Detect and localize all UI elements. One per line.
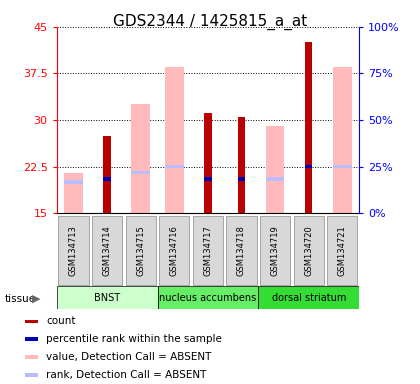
FancyBboxPatch shape	[126, 217, 156, 285]
Bar	[25, 355, 38, 359]
FancyBboxPatch shape	[327, 217, 357, 285]
Bar	[25, 373, 38, 377]
Bar	[204, 113, 212, 213]
Text: count: count	[46, 316, 76, 326]
FancyBboxPatch shape	[92, 217, 122, 285]
Text: ▶: ▶	[32, 294, 40, 304]
Bar	[333, 67, 352, 213]
Bar	[131, 104, 150, 213]
Bar	[204, 177, 212, 181]
Bar	[64, 180, 83, 184]
Bar	[165, 67, 184, 213]
FancyBboxPatch shape	[159, 217, 189, 285]
FancyBboxPatch shape	[258, 286, 359, 309]
FancyBboxPatch shape	[294, 217, 324, 285]
Bar	[238, 177, 245, 181]
Text: GSM134716: GSM134716	[170, 225, 179, 276]
Text: dorsal striatum: dorsal striatum	[271, 293, 346, 303]
Bar	[305, 42, 312, 213]
Bar	[238, 117, 245, 213]
Text: GSM134719: GSM134719	[270, 225, 280, 276]
Text: value, Detection Call = ABSENT: value, Detection Call = ABSENT	[46, 352, 212, 362]
Text: GSM134718: GSM134718	[237, 225, 246, 276]
Text: GSM134717: GSM134717	[203, 225, 213, 276]
FancyBboxPatch shape	[58, 217, 89, 285]
FancyBboxPatch shape	[57, 286, 158, 309]
Text: tissue: tissue	[4, 294, 35, 304]
Text: GSM134720: GSM134720	[304, 225, 313, 276]
Text: BNST: BNST	[94, 293, 120, 303]
FancyBboxPatch shape	[193, 217, 223, 285]
Text: GSM134713: GSM134713	[69, 225, 78, 276]
Text: GSM134714: GSM134714	[102, 225, 112, 276]
Bar	[165, 165, 184, 168]
Text: GDS2344 / 1425815_a_at: GDS2344 / 1425815_a_at	[113, 13, 307, 30]
Text: nucleus accumbens: nucleus accumbens	[159, 293, 257, 303]
Bar	[103, 177, 111, 181]
FancyBboxPatch shape	[158, 286, 258, 309]
Bar	[25, 319, 38, 323]
Text: GSM134721: GSM134721	[338, 225, 347, 276]
Text: percentile rank within the sample: percentile rank within the sample	[46, 334, 222, 344]
Bar	[266, 177, 284, 181]
Bar	[333, 165, 352, 168]
Bar	[305, 165, 312, 168]
Bar	[25, 337, 38, 341]
Bar	[103, 136, 111, 213]
FancyBboxPatch shape	[226, 217, 257, 285]
Text: rank, Detection Call = ABSENT: rank, Detection Call = ABSENT	[46, 370, 207, 380]
Bar	[131, 171, 150, 174]
FancyBboxPatch shape	[260, 217, 290, 285]
Bar	[64, 173, 83, 213]
Text: GSM134715: GSM134715	[136, 225, 145, 276]
Bar	[266, 126, 284, 213]
